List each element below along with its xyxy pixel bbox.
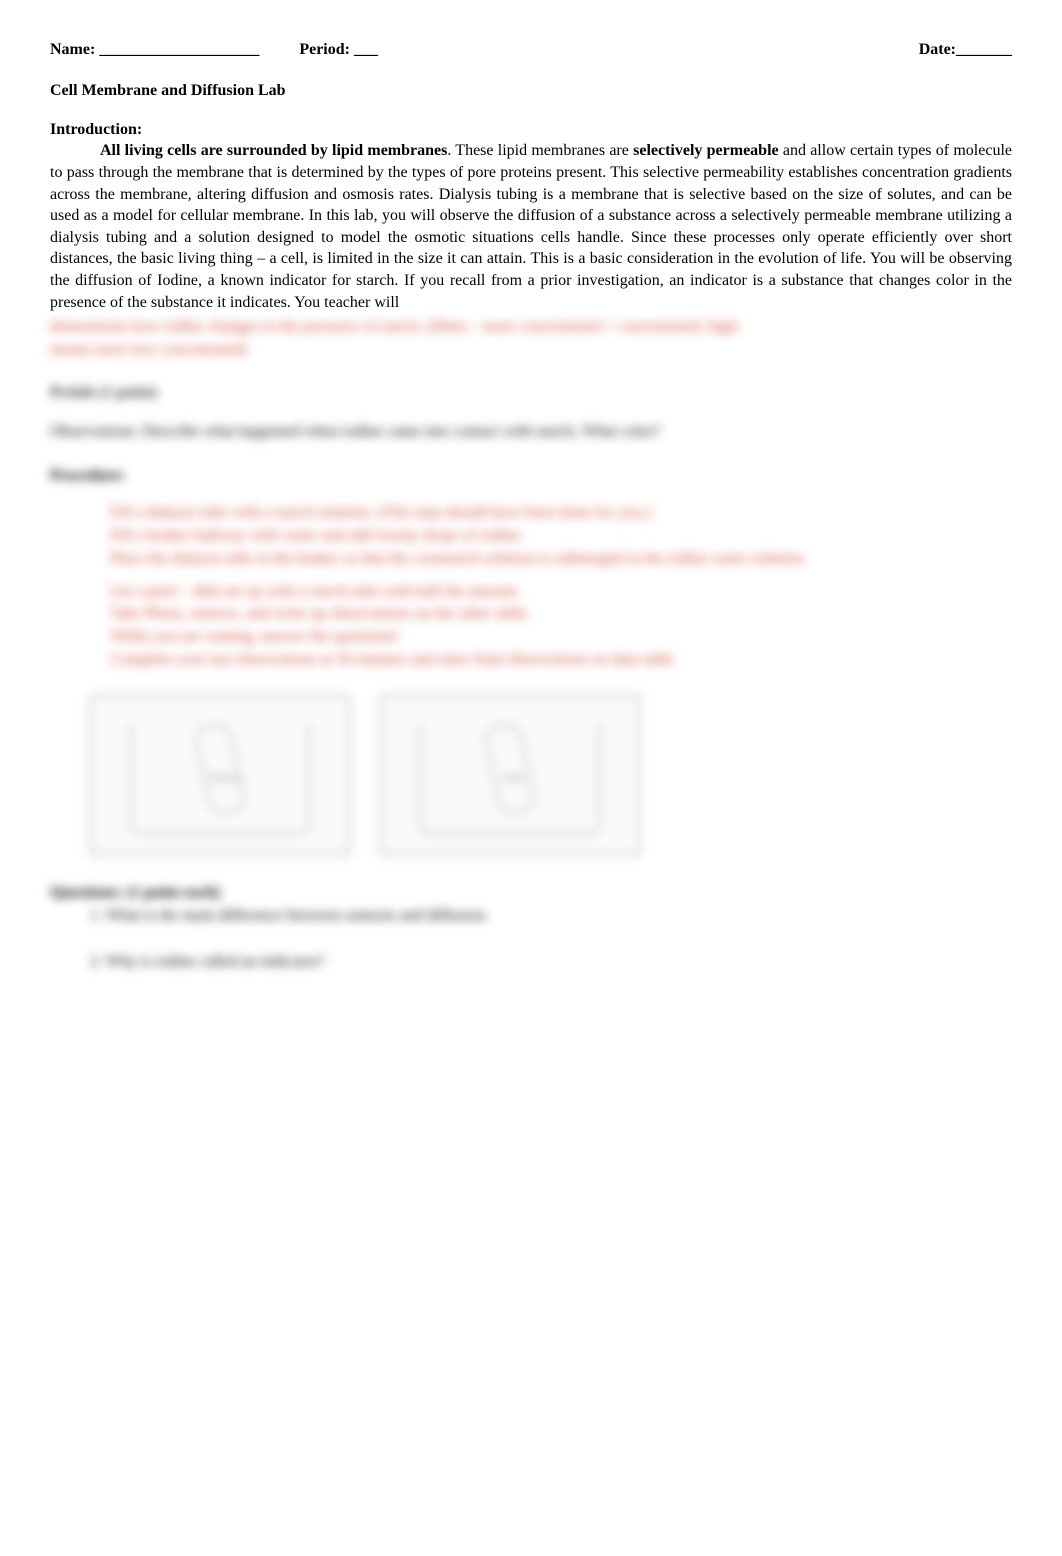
procedure-step: Fill a dialysis tube with a starch solut…	[110, 503, 1012, 524]
procedure-step: Take Photo, remove, and write up observa…	[110, 604, 1012, 625]
procedure-step: Fill a beaker halfway with water and add…	[110, 526, 1012, 547]
procedure-list: Fill a dialysis tube with a starch solut…	[110, 503, 1012, 671]
beaker-before-label: Before	[211, 771, 241, 785]
questions-section: Questions: (1 point each) 1. What is the…	[50, 883, 1012, 973]
procedure-step: Get a petri – dish set up with a starch …	[110, 582, 1012, 603]
intro-text2: and allow certain types of molecule to p…	[50, 142, 1012, 310]
name-label: Name: ____________________	[50, 40, 259, 61]
intro-bold2: selectively permeable	[633, 142, 779, 159]
intro-text: All living cells are surrounded by lipid…	[50, 140, 1012, 313]
question-2: 2. Why is iodine called an indicator?	[90, 952, 1012, 973]
introduction-section: Introduction: All living cells are surro…	[50, 120, 1012, 314]
beaker-before: Before	[90, 695, 350, 855]
intro-text1: . These lipid membranes are	[447, 142, 633, 159]
intro-label: Introduction:	[50, 121, 142, 138]
questions-heading: Questions: (1 point each)	[50, 883, 1012, 904]
procedure-label: Procedure:	[50, 466, 1012, 487]
procedure-step: Complete your last observations at 30 mi…	[110, 650, 1012, 671]
header-row: Name: ____________________ Period: ___ D…	[50, 40, 1012, 61]
beaker-after: After	[380, 695, 640, 855]
header-left: Name: ____________________ Period: ___	[50, 40, 378, 61]
blurred-line-1: demonstrate how iodine changes in the pr…	[50, 317, 1012, 338]
beaker-after-label: After	[501, 771, 524, 785]
question-1: 1. What is the main difference between o…	[90, 906, 1012, 927]
intro-bold1: All living cells are surrounded by lipid…	[100, 142, 447, 159]
procedure-step: Place the dialysis tube in the beaker so…	[110, 549, 1012, 570]
date-label: Date:_______	[919, 40, 1012, 61]
blurred-content: demonstrate how iodine changes in the pr…	[50, 317, 1012, 973]
period-label: Period: ___	[299, 40, 378, 61]
prelab-heading: Prelab (1 point)	[50, 383, 1012, 404]
observation-prompt: Observations: Describe what happened whe…	[50, 422, 1012, 443]
beakers-row: Before After	[90, 695, 1012, 855]
procedure-step: While you are waiting, answer the questi…	[110, 627, 1012, 648]
lab-title: Cell Membrane and Diffusion Lab	[50, 81, 1012, 102]
blurred-line-2: means more less concentrated)	[50, 340, 1012, 361]
